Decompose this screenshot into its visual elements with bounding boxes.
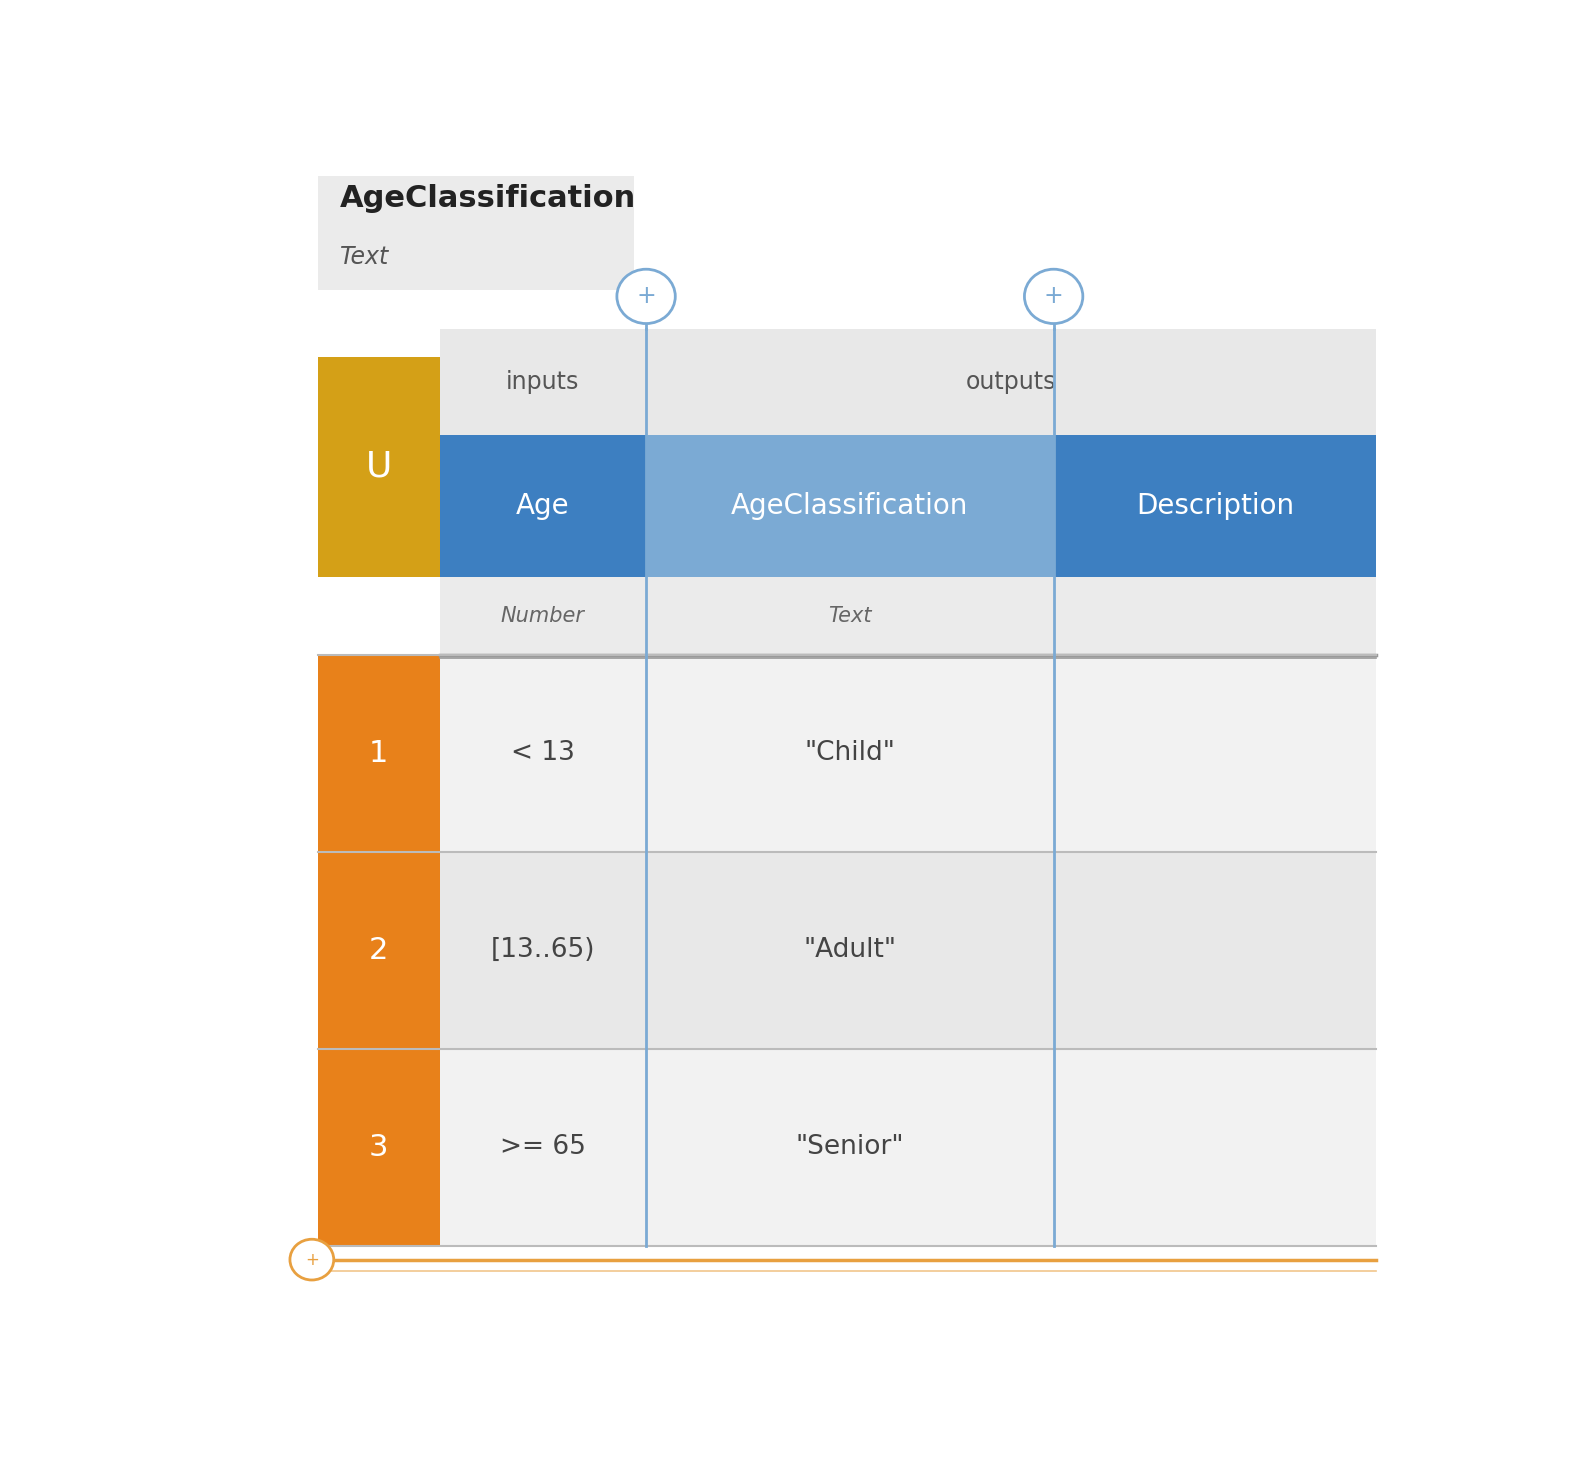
Text: 2: 2: [369, 936, 388, 964]
FancyBboxPatch shape: [440, 851, 647, 1050]
Text: [13..65): [13..65): [490, 938, 595, 963]
Text: Text: Text: [339, 245, 389, 269]
FancyBboxPatch shape: [440, 435, 647, 576]
FancyBboxPatch shape: [1053, 435, 1377, 576]
Text: >= 65: >= 65: [499, 1135, 586, 1160]
FancyBboxPatch shape: [647, 435, 1053, 576]
FancyBboxPatch shape: [317, 654, 440, 851]
Text: 1: 1: [369, 739, 388, 767]
FancyBboxPatch shape: [317, 159, 634, 290]
FancyBboxPatch shape: [317, 357, 440, 576]
Text: Number: Number: [501, 606, 586, 626]
FancyBboxPatch shape: [317, 1050, 440, 1247]
Circle shape: [290, 1239, 334, 1280]
Text: "Adult": "Adult": [804, 938, 896, 963]
Text: +: +: [636, 284, 656, 309]
FancyBboxPatch shape: [1053, 851, 1377, 1050]
Text: U: U: [366, 450, 392, 484]
Text: +: +: [305, 1251, 319, 1269]
FancyBboxPatch shape: [440, 329, 647, 435]
FancyBboxPatch shape: [647, 1050, 1053, 1247]
Text: Description: Description: [1137, 491, 1294, 520]
FancyBboxPatch shape: [317, 851, 440, 1050]
Text: +: +: [1044, 284, 1063, 309]
Text: inputs: inputs: [506, 370, 579, 394]
Circle shape: [617, 269, 675, 323]
Text: Age: Age: [517, 491, 570, 520]
FancyBboxPatch shape: [647, 329, 1377, 435]
FancyBboxPatch shape: [647, 654, 1053, 851]
FancyBboxPatch shape: [647, 576, 1053, 654]
Text: "Child": "Child": [804, 741, 895, 766]
Text: outputs: outputs: [966, 370, 1057, 394]
Text: "Senior": "Senior": [796, 1135, 904, 1160]
FancyBboxPatch shape: [1053, 654, 1377, 851]
Text: < 13: < 13: [510, 741, 575, 766]
Text: AgeClassification: AgeClassification: [339, 184, 636, 213]
Circle shape: [1025, 269, 1083, 323]
FancyBboxPatch shape: [440, 1050, 647, 1247]
FancyBboxPatch shape: [1053, 576, 1377, 654]
Text: Text: Text: [827, 606, 871, 626]
FancyBboxPatch shape: [1053, 1050, 1377, 1247]
Text: 3: 3: [369, 1133, 388, 1161]
Text: AgeClassification: AgeClassification: [732, 491, 969, 520]
FancyBboxPatch shape: [440, 576, 647, 654]
FancyBboxPatch shape: [440, 654, 647, 851]
FancyBboxPatch shape: [647, 851, 1053, 1050]
